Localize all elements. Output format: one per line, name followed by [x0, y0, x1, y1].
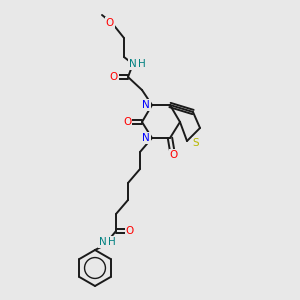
Text: O: O — [170, 150, 178, 160]
Text: O: O — [106, 18, 114, 28]
Text: H: H — [108, 237, 116, 247]
Text: N: N — [142, 133, 150, 143]
Text: N: N — [129, 59, 137, 69]
Text: H: H — [138, 59, 146, 69]
Text: O: O — [126, 226, 134, 236]
Text: N: N — [142, 100, 150, 110]
Text: N: N — [99, 237, 107, 247]
Text: O: O — [123, 117, 131, 127]
Text: S: S — [193, 138, 199, 148]
Text: O: O — [110, 72, 118, 82]
